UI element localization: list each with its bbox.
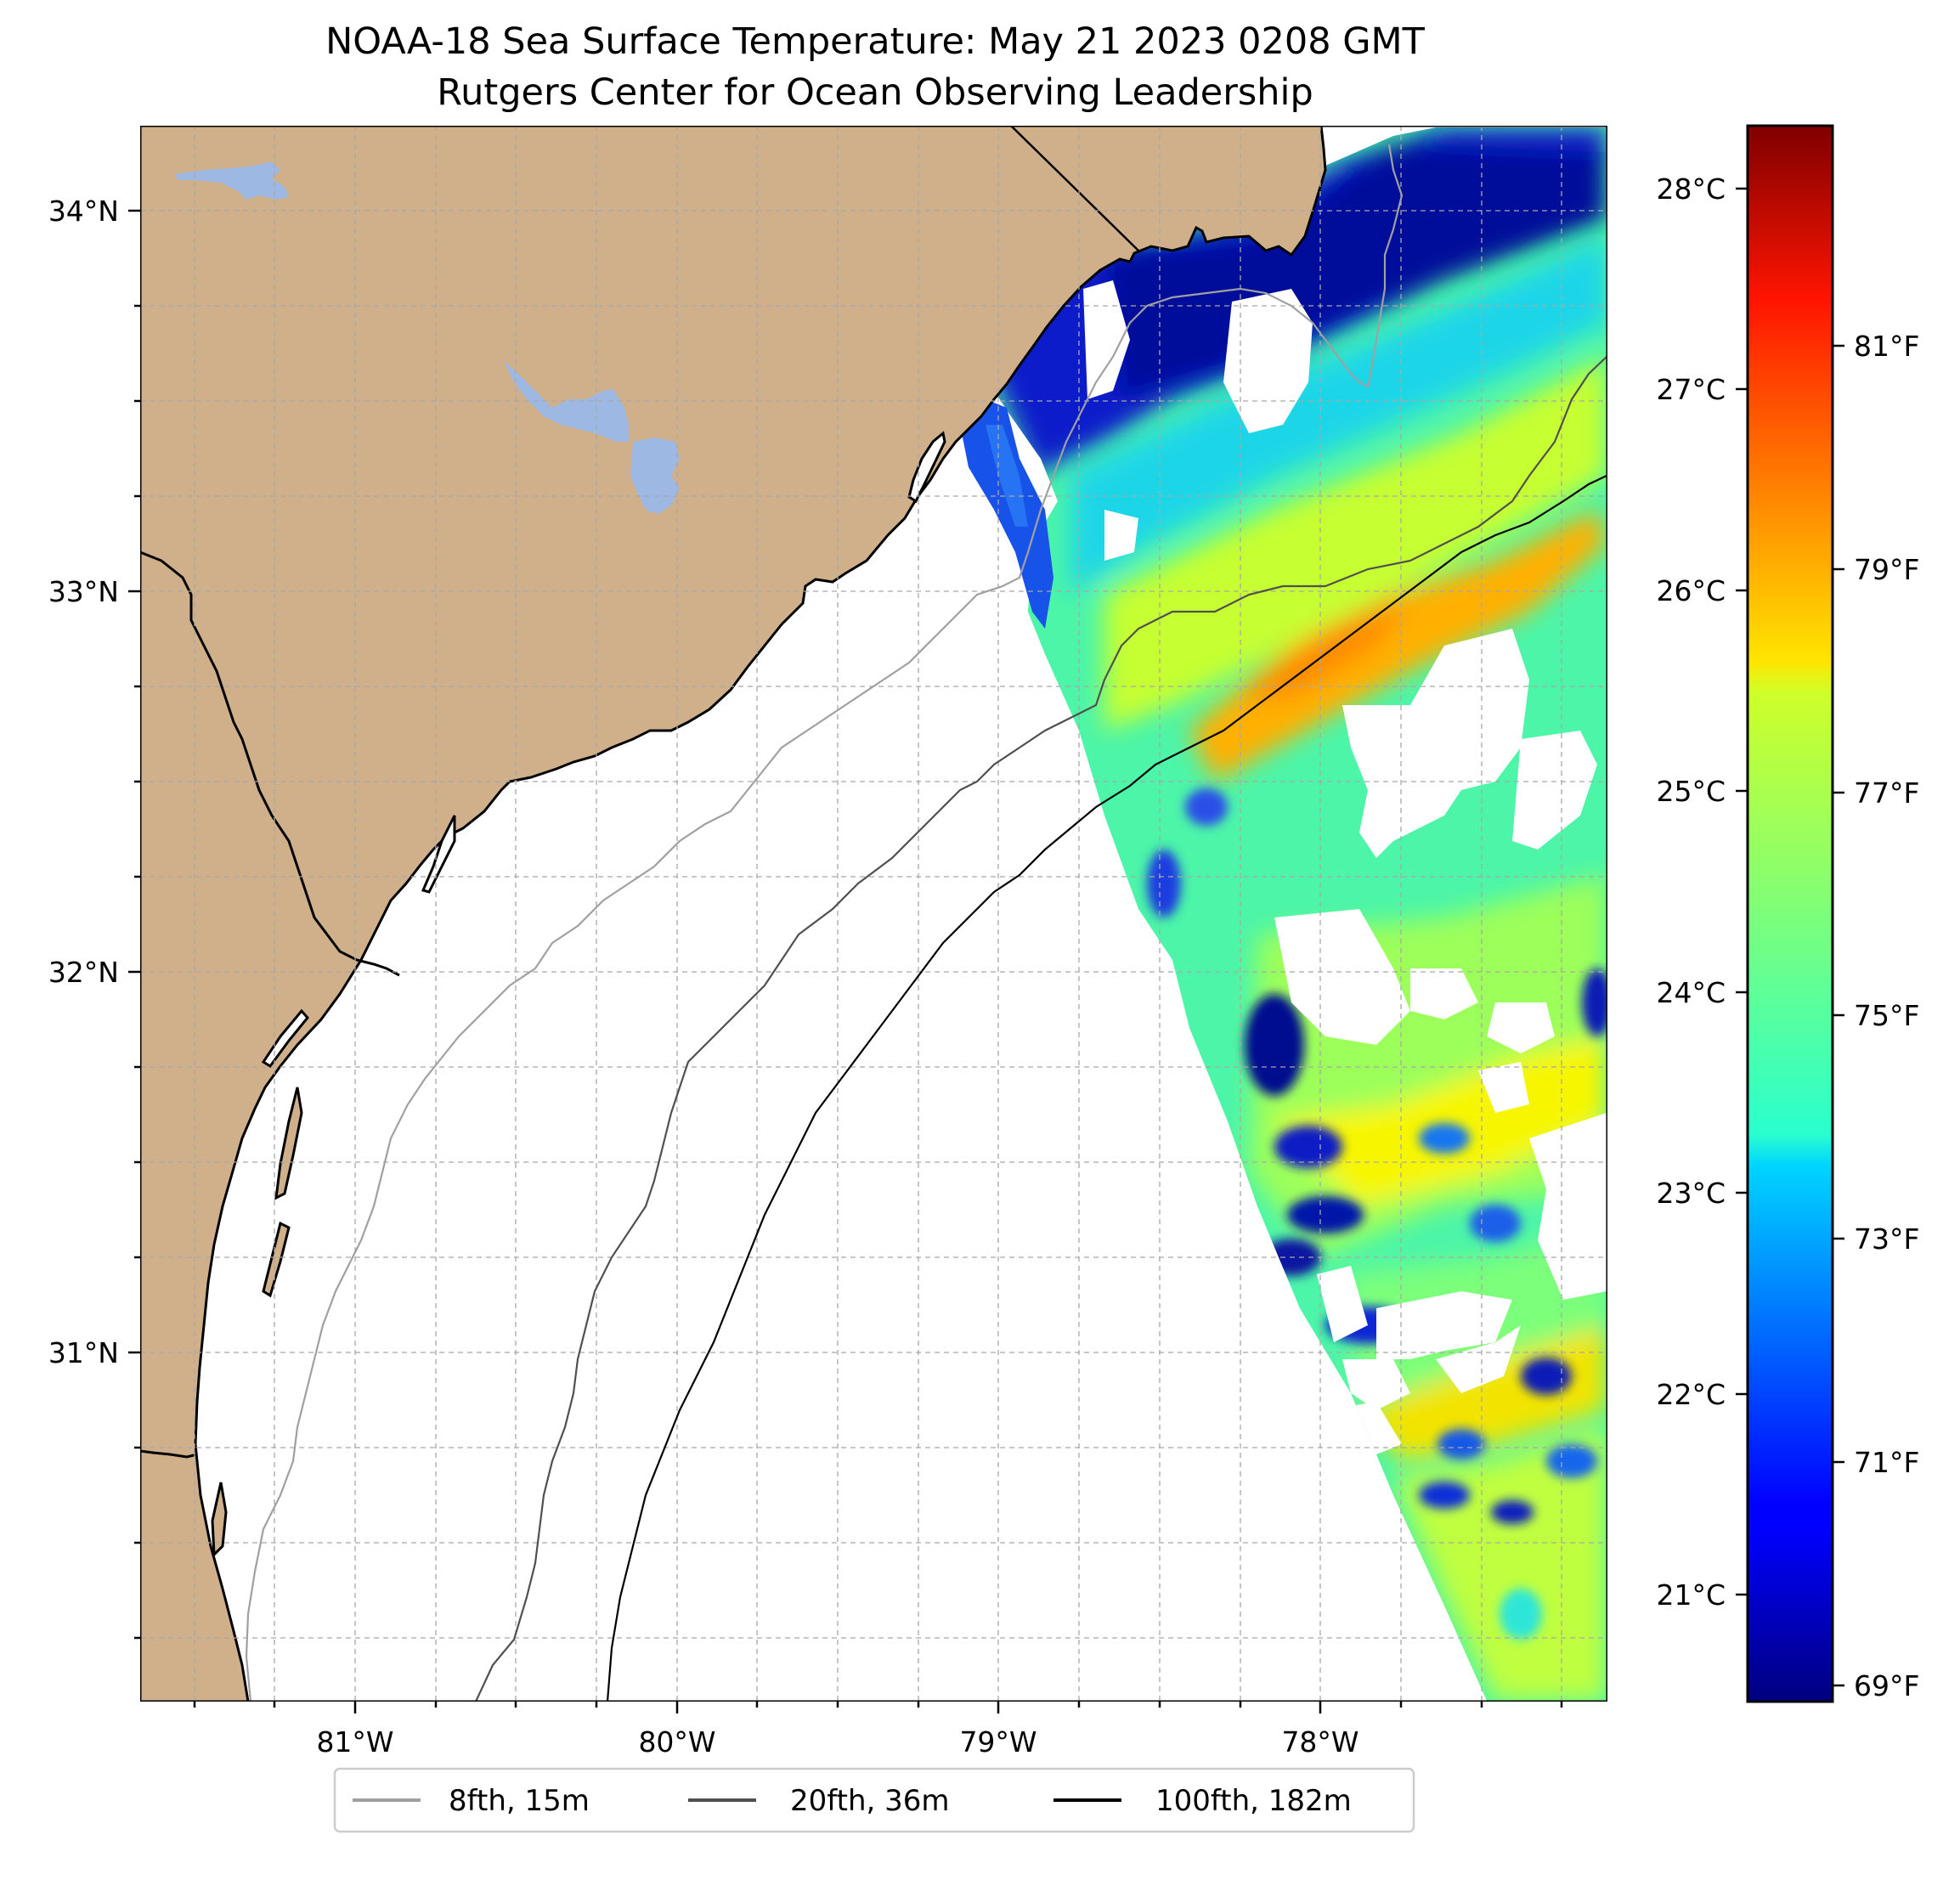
colorbar-c-22: 22°C [1656, 1378, 1726, 1411]
lat-label-33n: 33°N [48, 575, 119, 608]
colorbar-c-27: 27°C [1656, 373, 1726, 406]
lon-label-79w: 79°W [959, 1725, 1036, 1759]
land-mass [140, 126, 1327, 1702]
lon-axis [193, 1702, 1563, 1713]
legend-label-20fth: 20fth, 36m [790, 1784, 950, 1818]
colorbar-gradient [1746, 124, 1834, 1703]
colorbar: 28°C 27°C 26°C 25°C 24°C 23°C 22°C 21°C … [1656, 124, 1919, 1703]
map-panel[interactable] [140, 126, 1614, 1706]
legend-label-8fth: 8fth, 15m [449, 1784, 590, 1818]
isobath-20fth [475, 356, 1607, 1702]
barrier-islands [211, 431, 946, 1558]
colorbar-f-71: 71°F [1854, 1446, 1919, 1479]
colorbar-c-24: 24°C [1656, 976, 1726, 1009]
river-south [140, 1449, 198, 1459]
state-boundary-west [140, 550, 400, 977]
isobath-8fth [245, 144, 1404, 1702]
map-title: NOAA-18 Sea Surface Temperature: May 21 … [325, 20, 1426, 63]
colorbar-c-26: 26°C [1656, 574, 1726, 607]
coastal-swath [960, 399, 1053, 629]
colorbar-f-69: 69°F [1854, 1669, 1919, 1702]
isobath-legend: 8fth, 15m 20fth, 36m 100fth, 182m [333, 1767, 1415, 1833]
lat-axis [128, 209, 140, 1640]
gridlines [140, 126, 1607, 1702]
lon-label-80w: 80°W [638, 1725, 715, 1759]
colorbar-c-25: 25°C [1656, 775, 1726, 808]
lakes [174, 161, 680, 514]
lon-label-81w: 81°W [316, 1725, 393, 1759]
colorbar-f-77: 77°F [1854, 776, 1919, 810]
colorbar-f-81: 81°F [1854, 330, 1919, 363]
lon-label-78w: 78°W [1281, 1725, 1358, 1759]
lat-label-34n: 34°N [48, 195, 119, 228]
colorbar-c-28: 28°C [1656, 172, 1726, 206]
colorbar-c-23: 23°C [1656, 1177, 1726, 1210]
legend-box [333, 1767, 1415, 1833]
legend-label-100fth: 100fth, 182m [1155, 1784, 1352, 1818]
isobath-100fth [606, 475, 1607, 1702]
state-boundary [1010, 126, 1139, 251]
colorbar-c-21: 21°C [1656, 1578, 1726, 1612]
lat-label-31n: 31°N [48, 1336, 119, 1369]
map-subtitle: Rutgers Center for Ocean Observing Leade… [437, 71, 1313, 114]
colorbar-f-79: 79°F [1854, 553, 1919, 586]
colorbar-f-75: 75°F [1854, 999, 1919, 1032]
colorbar-f-73: 73°F [1854, 1222, 1919, 1256]
lat-label-32n: 32°N [48, 956, 119, 989]
